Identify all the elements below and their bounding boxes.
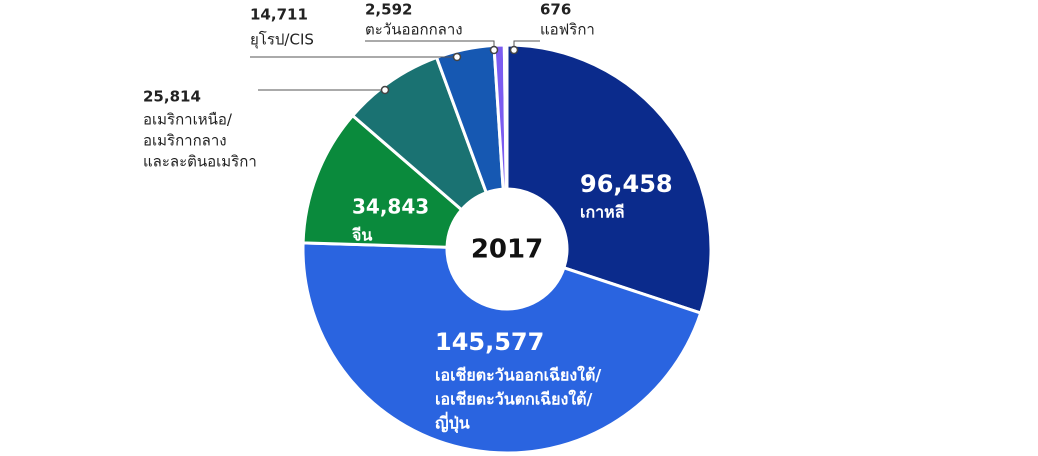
slice	[505, 43, 713, 315]
leader-dot	[509, 45, 519, 55]
category-label: ญี่ปุ่น	[435, 412, 470, 434]
category-label: ยุโรป/CIS	[250, 31, 314, 50]
value-label: 676	[540, 1, 571, 19]
category-label: ตะวันออกกลาง	[365, 21, 463, 39]
value-label: 25,814	[143, 88, 201, 106]
category-label: อเมริกากลาง	[143, 132, 227, 150]
chart-title: 2017	[471, 235, 543, 265]
category-label: อเมริกาเหนือ/	[143, 111, 233, 129]
value-label: 2,592	[365, 1, 412, 19]
leader-dot	[452, 52, 462, 62]
category-label: และละตินอเมริกา	[143, 153, 257, 171]
slice	[301, 113, 464, 249]
category-label: เกาหลี	[580, 203, 625, 222]
value-label: 96,458	[580, 170, 673, 198]
value-label: 34,843	[352, 195, 429, 219]
category-label: แอฟริกา	[540, 21, 595, 39]
value-label: 14,711	[250, 6, 308, 24]
category-label: เอเชียตะวันออกเฉียงใต้/	[435, 366, 601, 385]
slice	[301, 241, 703, 455]
leader-dot	[489, 45, 499, 55]
value-label: 145,577	[435, 328, 544, 356]
category-label: เอเชียตะวันตกเฉียงใต้/	[435, 390, 593, 409]
category-label: จีน	[351, 226, 372, 245]
slice	[502, 43, 509, 191]
slices	[301, 43, 713, 455]
leader-dot	[380, 85, 390, 95]
